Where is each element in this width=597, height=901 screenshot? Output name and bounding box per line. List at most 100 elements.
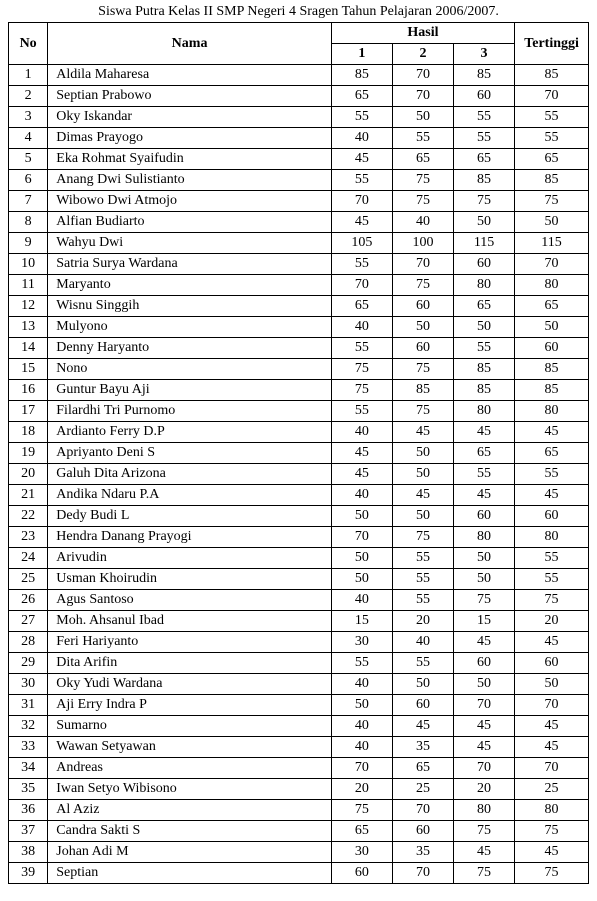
cell-h1: 65 xyxy=(331,296,392,317)
cell-h1: 40 xyxy=(331,485,392,506)
cell-h2: 100 xyxy=(392,233,453,254)
cell-h2: 60 xyxy=(392,821,453,842)
cell-nama: Andreas xyxy=(48,758,332,779)
cell-no: 14 xyxy=(9,338,48,359)
cell-h3: 60 xyxy=(454,86,515,107)
table-row: 31Aji Erry Indra P50607070 xyxy=(9,695,589,716)
cell-h2: 40 xyxy=(392,632,453,653)
table-row: 2Septian Prabowo65706070 xyxy=(9,86,589,107)
cell-tertinggi: 80 xyxy=(515,275,589,296)
cell-nama: Wahyu Dwi xyxy=(48,233,332,254)
table-row: 13Mulyono40505050 xyxy=(9,317,589,338)
table-row: 8Alfian Budiarto45405050 xyxy=(9,212,589,233)
cell-nama: Sumarno xyxy=(48,716,332,737)
cell-no: 18 xyxy=(9,422,48,443)
cell-h3: 80 xyxy=(454,800,515,821)
cell-nama: Septian Prabowo xyxy=(48,86,332,107)
cell-h2: 50 xyxy=(392,464,453,485)
cell-h2: 75 xyxy=(392,275,453,296)
cell-tertinggi: 45 xyxy=(515,485,589,506)
cell-tertinggi: 85 xyxy=(515,359,589,380)
cell-h2: 70 xyxy=(392,86,453,107)
cell-h2: 70 xyxy=(392,863,453,884)
cell-tertinggi: 50 xyxy=(515,212,589,233)
cell-h3: 75 xyxy=(454,590,515,611)
table-row: 33Wawan Setyawan40354545 xyxy=(9,737,589,758)
cell-h3: 85 xyxy=(454,359,515,380)
cell-no: 5 xyxy=(9,149,48,170)
cell-h3: 50 xyxy=(454,317,515,338)
cell-h3: 85 xyxy=(454,65,515,86)
cell-tertinggi: 70 xyxy=(515,695,589,716)
cell-tertinggi: 60 xyxy=(515,653,589,674)
cell-tertinggi: 45 xyxy=(515,737,589,758)
cell-no: 16 xyxy=(9,380,48,401)
cell-no: 17 xyxy=(9,401,48,422)
cell-nama: Andika Ndaru P.A xyxy=(48,485,332,506)
cell-no: 1 xyxy=(9,65,48,86)
cell-nama: Dedy Budi L xyxy=(48,506,332,527)
cell-h1: 50 xyxy=(331,548,392,569)
cell-h1: 70 xyxy=(331,758,392,779)
cell-no: 15 xyxy=(9,359,48,380)
col-hasil: Hasil xyxy=(331,23,514,44)
cell-nama: Guntur Bayu Aji xyxy=(48,380,332,401)
cell-h2: 65 xyxy=(392,149,453,170)
table-row: 25Usman Khoirudin50555055 xyxy=(9,569,589,590)
cell-nama: Mulyono xyxy=(48,317,332,338)
cell-h3: 60 xyxy=(454,506,515,527)
table-row: 4Dimas Prayogo40555555 xyxy=(9,128,589,149)
cell-h3: 60 xyxy=(454,254,515,275)
cell-no: 32 xyxy=(9,716,48,737)
cell-nama: Johan Adi M xyxy=(48,842,332,863)
cell-nama: Wawan Setyawan xyxy=(48,737,332,758)
cell-h1: 55 xyxy=(331,170,392,191)
cell-tertinggi: 80 xyxy=(515,800,589,821)
cell-h3: 45 xyxy=(454,737,515,758)
table-row: 9Wahyu Dwi105100115115 xyxy=(9,233,589,254)
table-row: 32Sumarno40454545 xyxy=(9,716,589,737)
table-row: 36Al Aziz75708080 xyxy=(9,800,589,821)
cell-h3: 70 xyxy=(454,758,515,779)
cell-tertinggi: 75 xyxy=(515,863,589,884)
cell-tertinggi: 55 xyxy=(515,548,589,569)
cell-h3: 75 xyxy=(454,863,515,884)
cell-h1: 45 xyxy=(331,464,392,485)
cell-tertinggi: 80 xyxy=(515,401,589,422)
cell-no: 35 xyxy=(9,779,48,800)
cell-h3: 55 xyxy=(454,338,515,359)
table-row: 12Wisnu Singgih65606565 xyxy=(9,296,589,317)
table-row: 34Andreas70657070 xyxy=(9,758,589,779)
cell-h2: 50 xyxy=(392,506,453,527)
cell-h1: 40 xyxy=(331,674,392,695)
cell-h1: 105 xyxy=(331,233,392,254)
cell-tertinggi: 85 xyxy=(515,170,589,191)
cell-tertinggi: 60 xyxy=(515,338,589,359)
data-table: No Nama Hasil Tertinggi 1 2 3 1Aldila Ma… xyxy=(8,22,589,884)
cell-nama: Wibowo Dwi Atmojo xyxy=(48,191,332,212)
cell-no: 34 xyxy=(9,758,48,779)
cell-nama: Aldila Maharesa xyxy=(48,65,332,86)
cell-h1: 15 xyxy=(331,611,392,632)
cell-h1: 65 xyxy=(331,821,392,842)
cell-h1: 55 xyxy=(331,254,392,275)
cell-h3: 55 xyxy=(454,464,515,485)
cell-nama: Aji Erry Indra P xyxy=(48,695,332,716)
cell-tertinggi: 65 xyxy=(515,296,589,317)
cell-tertinggi: 55 xyxy=(515,569,589,590)
col-no: No xyxy=(9,23,48,65)
cell-h3: 45 xyxy=(454,422,515,443)
cell-h3: 65 xyxy=(454,296,515,317)
table-row: 29Dita Arifin55556060 xyxy=(9,653,589,674)
col-hasil-3: 3 xyxy=(454,44,515,65)
table-row: 20Galuh Dita Arizona45505555 xyxy=(9,464,589,485)
cell-h2: 50 xyxy=(392,674,453,695)
table-row: 15Nono75758585 xyxy=(9,359,589,380)
cell-h3: 80 xyxy=(454,275,515,296)
cell-h2: 55 xyxy=(392,128,453,149)
cell-no: 36 xyxy=(9,800,48,821)
cell-nama: Al Aziz xyxy=(48,800,332,821)
cell-tertinggi: 75 xyxy=(515,590,589,611)
cell-no: 28 xyxy=(9,632,48,653)
cell-no: 8 xyxy=(9,212,48,233)
